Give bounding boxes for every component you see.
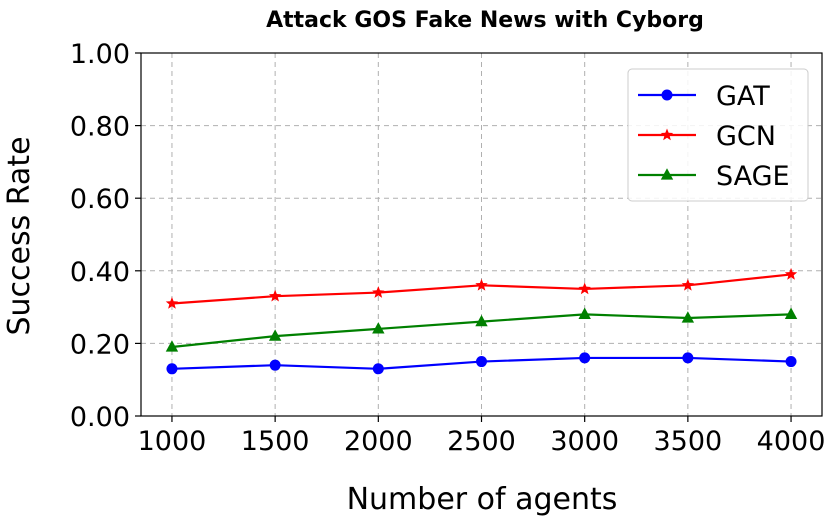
data-point-gcn [475,278,488,291]
y-tick-label: 0.60 [70,184,130,215]
y-axis-label: Success Rate [2,136,37,335]
data-point-sage [784,307,798,319]
x-tick-label: 3500 [654,426,723,457]
legend-label: GAT [716,81,770,112]
data-point-sage [681,311,695,323]
legend-item-sage: SAGE [638,161,790,192]
data-point-gat [785,356,797,368]
data-point-sage [372,322,385,334]
legend: GAT GCN SAGE [627,68,809,202]
x-tick-label: 4000 [757,426,826,457]
data-point-gcn [268,289,282,302]
x-tick-label: 2000 [344,426,413,457]
data-point-gcn [784,267,798,280]
legend-marker [660,128,674,141]
series-gat [166,352,797,375]
series-sage [165,307,798,352]
data-point-gat [579,352,591,364]
y-tick-label: 0.00 [70,402,130,433]
data-point-gat [682,352,694,364]
legend-marker [661,89,673,101]
series-layer [165,267,798,375]
data-point-sage [578,307,591,319]
legend-item-gcn: GCN [638,121,776,152]
data-point-gat [476,356,487,368]
series-gcn [165,267,798,309]
data-point-gcn [578,282,591,295]
legend-marker [660,168,674,180]
x-axis-ticks: 1000 1500 2000 2500 3000 3500 4000 [138,416,826,457]
x-tick-label: 1000 [138,426,207,457]
data-point-gcn [372,286,385,298]
y-tick-label: 0.40 [70,257,130,288]
y-axis-ticks: 0.00 0.20 0.40 0.60 0.80 1.00 [70,39,141,433]
legend-label: GCN [716,121,776,152]
data-point-gat [372,363,384,375]
x-axis-label: Number of agents [347,482,618,517]
y-tick-label: 0.80 [70,112,130,143]
data-point-gat [166,363,178,375]
x-tick-label: 2500 [447,426,516,457]
chart-title: Attack GOS Fake News with Cyborg [266,8,704,33]
data-point-gcn [681,278,695,291]
legend-label: SAGE [716,161,790,192]
y-tick-label: 1.00 [70,39,130,70]
data-point-sage [268,329,282,341]
data-point-gcn [165,296,179,309]
data-point-sage [475,314,488,327]
x-tick-label: 3000 [550,426,619,457]
data-point-gat [269,359,281,371]
x-tick-label: 1500 [241,426,310,457]
legend-box [627,68,809,202]
y-tick-label: 0.20 [70,329,130,360]
data-point-sage [165,340,179,352]
legend-item-gat: GAT [638,81,770,112]
